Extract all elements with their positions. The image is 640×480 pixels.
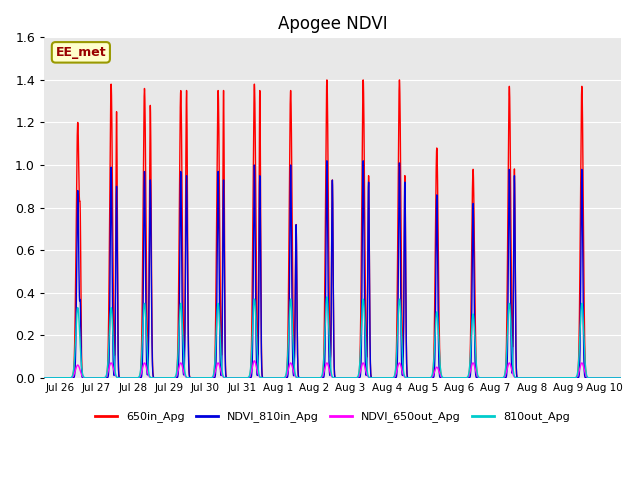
NDVI_650out_Apg	[250, 358, 258, 364]
NDVI_810in_Apg	[617, 375, 625, 381]
NDVI_650out_Apg	[406, 375, 414, 381]
Legend: 650in_Apg, NDVI_810in_Apg, NDVI_650out_Apg, 810out_Apg: 650in_Apg, NDVI_810in_Apg, NDVI_650out_A…	[90, 407, 574, 427]
810out_Apg	[69, 371, 77, 376]
810out_Apg	[249, 320, 257, 326]
810out_Apg	[617, 375, 625, 381]
810out_Apg	[40, 375, 48, 381]
810out_Apg	[323, 294, 331, 300]
Line: NDVI_810in_Apg: NDVI_810in_Apg	[44, 161, 621, 378]
NDVI_650out_Apg	[249, 362, 257, 368]
NDVI_650out_Apg	[468, 363, 476, 369]
650in_Apg	[617, 375, 625, 381]
NDVI_810in_Apg	[406, 375, 414, 381]
650in_Apg	[323, 77, 331, 83]
810out_Apg	[499, 375, 506, 381]
NDVI_810in_Apg	[381, 375, 389, 381]
650in_Apg	[468, 256, 476, 262]
NDVI_810in_Apg	[499, 375, 506, 381]
Title: Apogee NDVI: Apogee NDVI	[278, 15, 387, 33]
Line: NDVI_650out_Apg: NDVI_650out_Apg	[44, 361, 621, 378]
NDVI_810in_Apg	[323, 158, 331, 164]
650in_Apg	[381, 375, 389, 381]
Text: EE_met: EE_met	[56, 46, 106, 59]
NDVI_650out_Apg	[617, 375, 625, 381]
NDVI_810in_Apg	[40, 375, 48, 381]
650in_Apg	[69, 373, 77, 379]
810out_Apg	[381, 375, 389, 381]
NDVI_810in_Apg	[249, 325, 257, 331]
NDVI_810in_Apg	[541, 375, 549, 381]
Line: 810out_Apg: 810out_Apg	[44, 297, 621, 378]
NDVI_650out_Apg	[499, 375, 506, 381]
NDVI_810in_Apg	[69, 375, 77, 381]
NDVI_650out_Apg	[381, 375, 389, 381]
650in_Apg	[249, 221, 257, 227]
NDVI_650out_Apg	[69, 373, 77, 379]
810out_Apg	[406, 375, 414, 381]
NDVI_810in_Apg	[468, 326, 476, 332]
810out_Apg	[468, 328, 476, 334]
650in_Apg	[406, 375, 414, 381]
Line: 650in_Apg: 650in_Apg	[44, 80, 621, 378]
NDVI_650out_Apg	[40, 375, 48, 381]
650in_Apg	[40, 375, 48, 381]
650in_Apg	[499, 375, 506, 381]
